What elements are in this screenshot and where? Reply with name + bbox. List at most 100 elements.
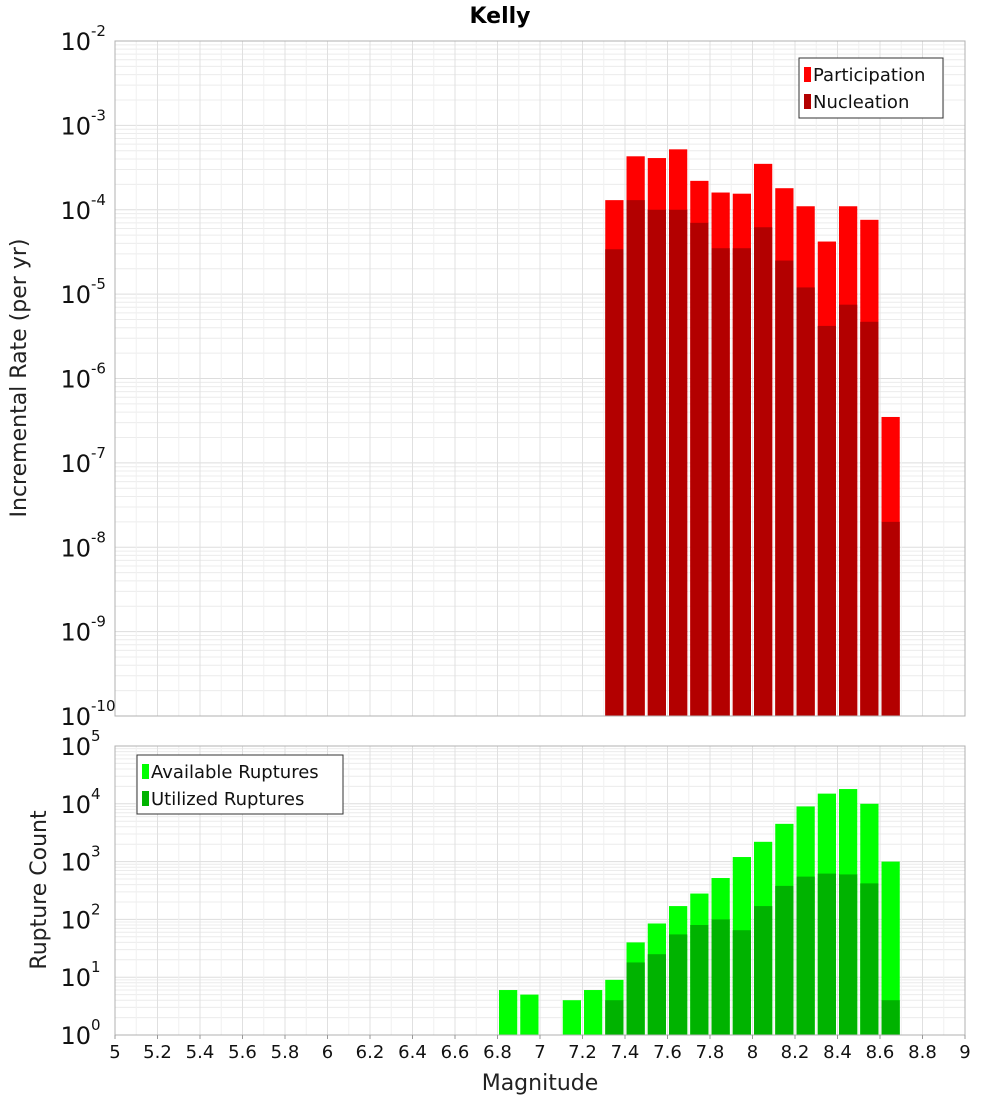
bar-utilized-ruptures (605, 1000, 624, 1035)
y-tick-label-exponent: -8 (91, 528, 106, 546)
x-axis-label: Magnitude (482, 1071, 599, 1096)
y-tick-label-exponent: 3 (91, 843, 101, 861)
x-tick-label: 5.4 (186, 1042, 215, 1063)
bar-available-ruptures (562, 1000, 581, 1035)
bar-utilized-ruptures (690, 925, 709, 1035)
bar-utilized-ruptures (626, 962, 645, 1035)
x-tick-label: 7 (534, 1042, 545, 1063)
bar-utilized-ruptures (817, 873, 836, 1035)
y-tick-label-base: 10 (60, 534, 91, 562)
x-tick-label: 7.6 (653, 1042, 682, 1063)
y-tick-label-base: 10 (60, 28, 91, 56)
plot-frame (114, 40, 966, 717)
bar-available-ruptures (520, 994, 539, 1035)
y-tick-label-base: 10 (60, 197, 91, 225)
bar-nucleation (754, 227, 773, 716)
x-tick-label: 8.2 (781, 1042, 810, 1063)
x-tick-label: 5 (109, 1042, 120, 1063)
bar-nucleation (647, 209, 666, 716)
y-tick-label-exponent: 1 (91, 958, 101, 976)
bar-nucleation (626, 200, 645, 716)
bar-utilized-ruptures (839, 874, 858, 1035)
x-tick-label: 9 (959, 1042, 970, 1063)
count-y-axis-label: Rupture Count (27, 810, 52, 970)
y-tick-label-exponent: 0 (91, 1016, 101, 1034)
y-tick-label-base: 10 (60, 733, 91, 761)
bar-utilized-ruptures (881, 1000, 900, 1035)
bar-nucleation (669, 209, 688, 716)
bar-nucleation (796, 287, 815, 716)
x-tick-label: 7.4 (611, 1042, 640, 1063)
y-tick-label-exponent: 5 (91, 727, 101, 745)
y-tick-label-base: 10 (60, 1022, 91, 1050)
x-tick-label: 6.6 (441, 1042, 470, 1063)
x-tick-label: 8.4 (823, 1042, 852, 1063)
legend-swatch (804, 94, 811, 109)
bar-nucleation (860, 321, 879, 716)
y-tick-label-exponent: -6 (91, 360, 106, 378)
y-tick-label-base: 10 (60, 366, 91, 394)
bar-nucleation (881, 521, 900, 716)
y-tick-label-base: 10 (60, 703, 91, 731)
y-tick-label-exponent: 2 (91, 900, 101, 918)
y-tick-label-base: 10 (60, 906, 91, 934)
bar-utilized-ruptures (754, 906, 773, 1035)
y-tick-label-exponent: -10 (91, 697, 116, 715)
legend-label: Nucleation (813, 92, 909, 113)
bar-nucleation (817, 325, 836, 716)
legend-swatch (804, 67, 811, 82)
x-tick-label: 8.8 (908, 1042, 937, 1063)
y-tick-label-base: 10 (60, 450, 91, 478)
x-tick-label: 5.8 (271, 1042, 300, 1063)
bar-available-ruptures (584, 990, 603, 1035)
x-tick-label: 5.6 (228, 1042, 257, 1063)
legend-label: Utilized Ruptures (151, 789, 304, 810)
bar-utilized-ruptures (732, 930, 751, 1035)
y-tick-label-base: 10 (60, 619, 91, 647)
y-tick-label-exponent: -2 (91, 22, 106, 40)
y-tick-label-base: 10 (60, 849, 91, 877)
legend-box (136, 754, 344, 815)
y-tick-label-base: 10 (60, 964, 91, 992)
bar-utilized-ruptures (775, 885, 794, 1035)
bar-utilized-ruptures (711, 919, 730, 1035)
y-tick-label-base: 10 (60, 281, 91, 309)
y-tick-label-exponent: -9 (91, 613, 106, 631)
bar-utilized-ruptures (669, 934, 688, 1035)
legend-label: Participation (813, 65, 925, 86)
legend-swatch (142, 791, 149, 806)
y-tick-label-exponent: -7 (91, 444, 106, 462)
y-tick-label-exponent: -4 (91, 191, 106, 209)
x-tick-label: 7.8 (696, 1042, 725, 1063)
bar-available-ruptures (881, 861, 900, 1035)
x-tick-label: 6.8 (483, 1042, 512, 1063)
bar-nucleation (839, 304, 858, 716)
bar-nucleation (732, 248, 751, 717)
y-tick-label-exponent: 4 (91, 785, 101, 803)
chart-title: Kelly (469, 4, 530, 29)
legend-box (798, 57, 944, 119)
bar-available-ruptures (499, 990, 518, 1035)
bar-nucleation (711, 248, 730, 717)
bar-utilized-ruptures (647, 954, 666, 1035)
bar-nucleation (690, 222, 709, 716)
bar-utilized-ruptures (796, 876, 815, 1035)
x-tick-label: 6.4 (398, 1042, 427, 1063)
y-tick-label-base: 10 (60, 112, 91, 140)
rupture-count-panel: 10 010 110 210 310 410 55 5.2 5.4 5.6 5.8 6 6.2 6.4 6.… (60, 727, 970, 1063)
x-tick-label: 7.2 (568, 1042, 597, 1063)
rate-y-axis-label: Incremental Rate (per yr) (7, 239, 32, 518)
x-tick-label: 5.2 (143, 1042, 172, 1063)
y-tick-label-base: 10 (60, 791, 91, 819)
x-tick-label: 6 (322, 1042, 333, 1063)
y-tick-label-exponent: -3 (91, 106, 106, 124)
legend-label: Available Ruptures (151, 762, 319, 783)
bar-nucleation (775, 260, 794, 716)
x-tick-label: 8 (747, 1042, 758, 1063)
bar-utilized-ruptures (860, 883, 879, 1035)
x-tick-label: 6.2 (356, 1042, 385, 1063)
legend-swatch (142, 764, 149, 779)
bar-nucleation (605, 249, 624, 716)
